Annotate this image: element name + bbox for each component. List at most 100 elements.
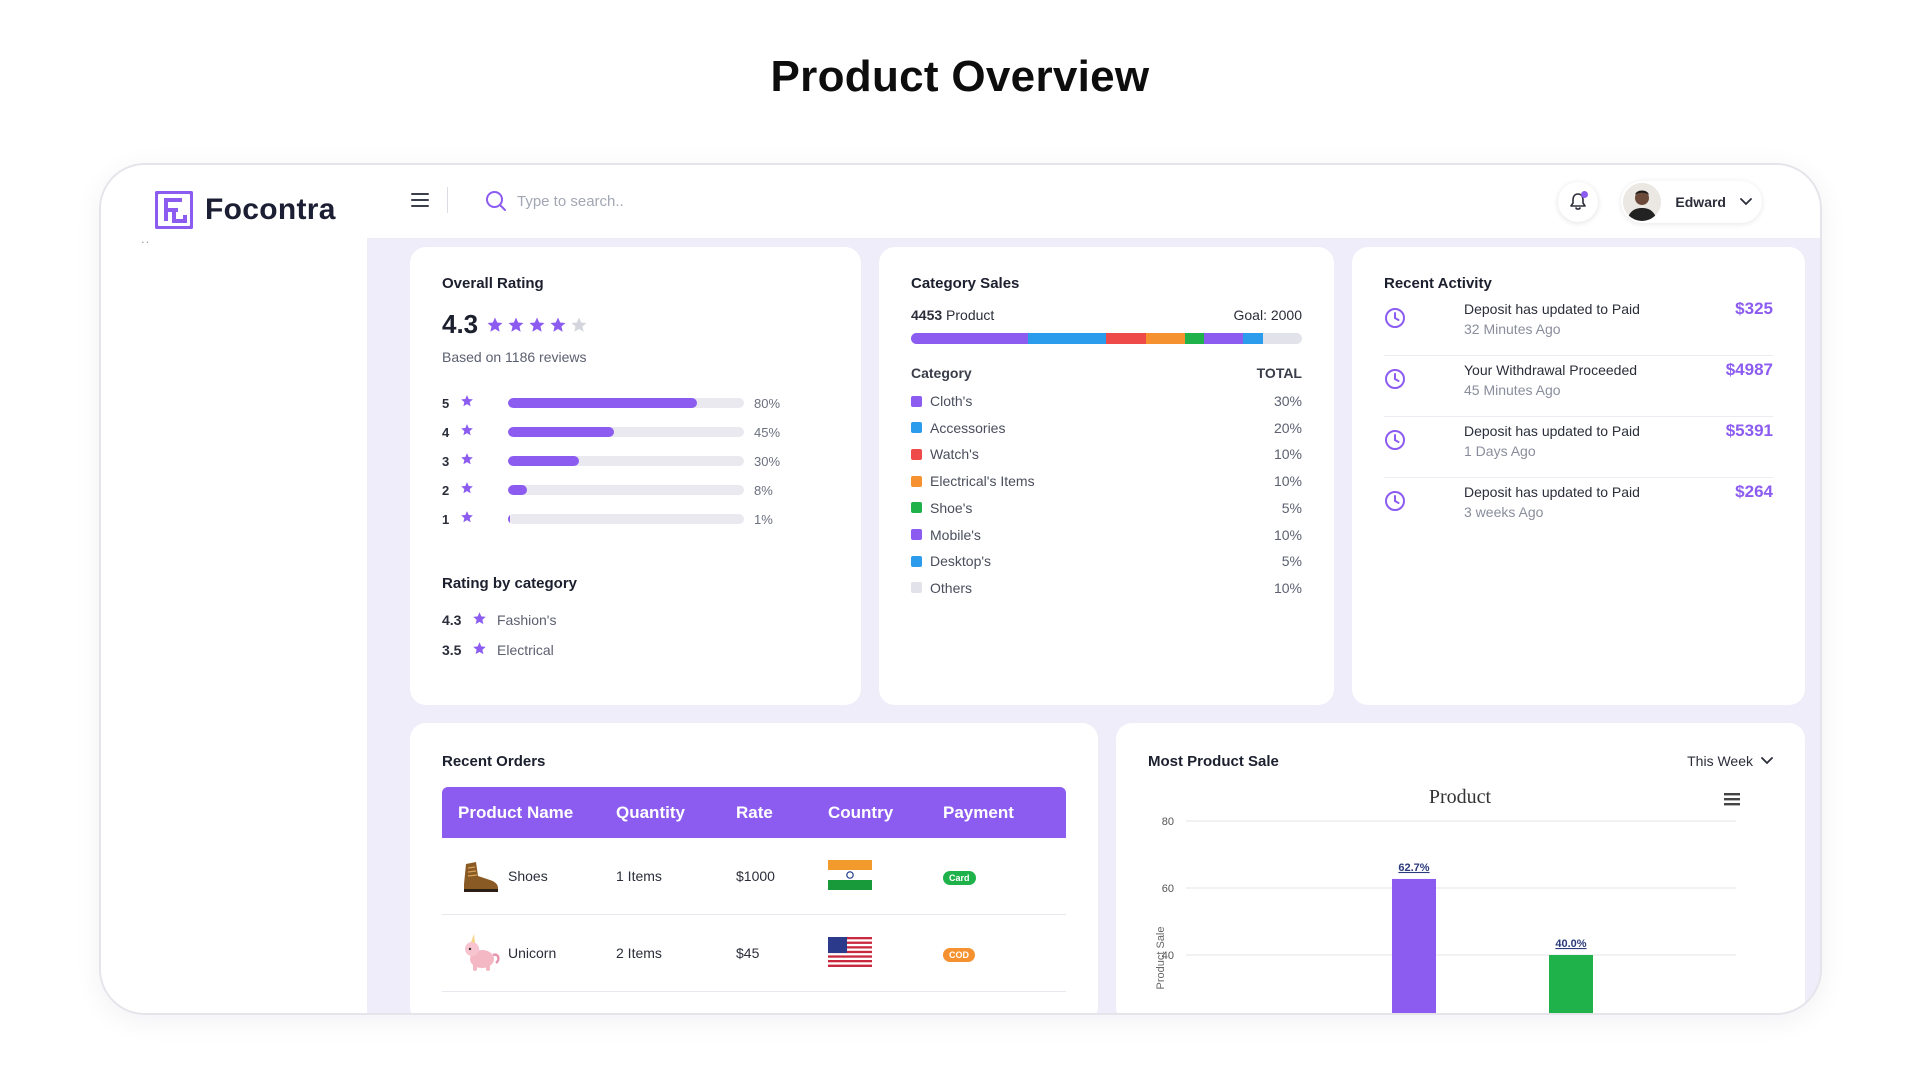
activity-item[interactable]: Deposit has updated to Paid 32 Minutes Ag…	[1384, 295, 1773, 356]
activity-item[interactable]: Your Withdrawal Proceeded 45 Minutes Ago $…	[1384, 356, 1773, 417]
rating-bar-track	[508, 427, 744, 437]
activity-amount: $5391	[1725, 421, 1773, 440]
rating-bar-fill	[508, 427, 615, 437]
category-name: Others	[930, 579, 973, 596]
category-name: Shoe's	[930, 499, 973, 516]
rating-bar-star-number: 1	[442, 511, 450, 527]
topbar-divider	[447, 187, 448, 213]
chart-bar[interactable]	[1392, 878, 1436, 1015]
chart-menu-icon[interactable]	[1724, 793, 1740, 806]
product-cell: Shoes	[442, 856, 616, 896]
column-header-quantity[interactable]: Quantity	[616, 802, 685, 822]
activity-text: Deposit has updated to Paid	[1464, 301, 1640, 317]
hamburger-menu-button[interactable]	[411, 193, 429, 207]
clock-icon	[1385, 430, 1405, 450]
quantity-cell: 1 Items	[616, 868, 662, 884]
user-menu[interactable]: Edward	[1621, 181, 1762, 223]
category-total: 10%	[1273, 526, 1302, 543]
column-header-country[interactable]: Country	[828, 802, 894, 822]
category-name: Cloth's	[930, 393, 973, 409]
clock-icon	[1385, 308, 1405, 328]
country-cell	[828, 859, 943, 893]
notifications-button[interactable]	[1558, 182, 1598, 222]
activity-item[interactable]: Deposit has updated to Paid 1 Days Ago $53…	[1384, 417, 1773, 478]
star-icon	[460, 423, 482, 442]
category-color-swatch	[911, 529, 922, 540]
chevron-down-icon	[1761, 757, 1773, 765]
column-header-rate[interactable]: Rate	[736, 802, 773, 822]
main-content: Overall Rating 4.3 Based on 1186 reviews…	[367, 239, 1820, 1013]
brand-logo[interactable]: Focontra	[155, 191, 336, 229]
india-flag-icon	[828, 859, 872, 890]
period-dropdown[interactable]: This Week	[1687, 753, 1773, 769]
star-icon	[487, 317, 503, 332]
chart-title: Product	[1429, 786, 1492, 808]
activity-time: 1 Days Ago	[1464, 443, 1536, 459]
category-row: Accessories 20%	[911, 420, 1302, 436]
star-icon	[460, 510, 482, 529]
category-segment	[1106, 333, 1146, 344]
clock-icon	[1385, 369, 1405, 389]
rate-cell: $1000	[736, 868, 775, 884]
product-cell: Unicorn	[442, 933, 616, 973]
rating-bar-star-number: 5	[442, 395, 450, 411]
category-row: Shoe's 5%	[911, 500, 1302, 516]
sidebar: Focontra ..	[101, 165, 367, 1013]
category-total: 10%	[1273, 446, 1302, 463]
rating-bar-track	[508, 514, 744, 524]
y-tick-label: 40	[1162, 950, 1174, 962]
category-color-swatch	[911, 555, 922, 567]
chart-bar[interactable]	[1549, 955, 1593, 1015]
product-name: Unicorn	[508, 945, 557, 961]
star-icon	[460, 452, 482, 471]
star-icon	[460, 394, 482, 413]
category-row: Others 10%	[911, 580, 1302, 596]
category-row: Watch's 10%	[911, 446, 1302, 462]
rating-category-value: 4.3	[442, 612, 462, 628]
column-header-product[interactable]: Product Name	[458, 802, 574, 822]
rating-bar-fill	[508, 485, 527, 495]
column-header-payment[interactable]: Payment	[943, 802, 1014, 822]
star-icon	[508, 317, 524, 332]
category-color-swatch	[911, 395, 922, 407]
product-count-value: 4453	[911, 307, 943, 323]
rating-bar-percent: 8%	[754, 482, 773, 498]
activity-item[interactable]: Deposit has updated to Paid 3 weeks Ago $2…	[1384, 478, 1773, 539]
category-total: 30%	[1273, 393, 1302, 409]
payment-cell: COD	[943, 945, 1066, 962]
table-row[interactable]: Shoes 1 Items $1000 Card	[442, 838, 1066, 915]
chart-data-label: 40.0%	[1555, 938, 1586, 950]
rating-category-label: Fashion's	[497, 612, 557, 628]
rating-category-electrical: 3.5 Electrical	[442, 641, 554, 659]
category-row: Mobile's 10%	[911, 527, 1302, 543]
avatar	[1623, 183, 1662, 221]
activity-amount: $325	[1735, 299, 1773, 318]
activity-text: Deposit has updated to Paid	[1464, 423, 1640, 439]
payment-badge: Card	[943, 870, 976, 885]
category-stacked-progress	[911, 333, 1302, 344]
table-row[interactable]: Unicorn 2 Items $45	[442, 915, 1066, 992]
category-color-swatch	[911, 448, 922, 460]
star-icon	[472, 641, 487, 659]
category-name: Desktop's	[930, 553, 992, 570]
rating-bar-percent: 30%	[754, 453, 781, 469]
rating-bar-percent: 1%	[754, 511, 773, 527]
rating-category-label: Electrical	[497, 642, 554, 658]
product-count-label: Product	[946, 307, 995, 323]
period-dropdown-value: This Week	[1687, 753, 1753, 769]
category-color-swatch	[911, 582, 922, 594]
rating-bar-percent: 80%	[754, 395, 781, 411]
search-input[interactable]	[517, 192, 857, 210]
chart-data-label: 62.7%	[1398, 862, 1429, 874]
rating-bar-5: 5 80%	[442, 394, 842, 413]
category-total: 10%	[1273, 579, 1302, 596]
search-box[interactable]	[485, 185, 905, 217]
rating-bar-fill	[508, 456, 579, 466]
payment-cell: Card	[943, 868, 1066, 885]
rating-score: 4.3	[442, 309, 479, 339]
rating-bar-fill	[508, 398, 697, 408]
category-name: Accessories	[930, 419, 1006, 436]
category-segment	[1243, 333, 1263, 344]
rating-by-category-title: Rating by category	[442, 575, 578, 592]
